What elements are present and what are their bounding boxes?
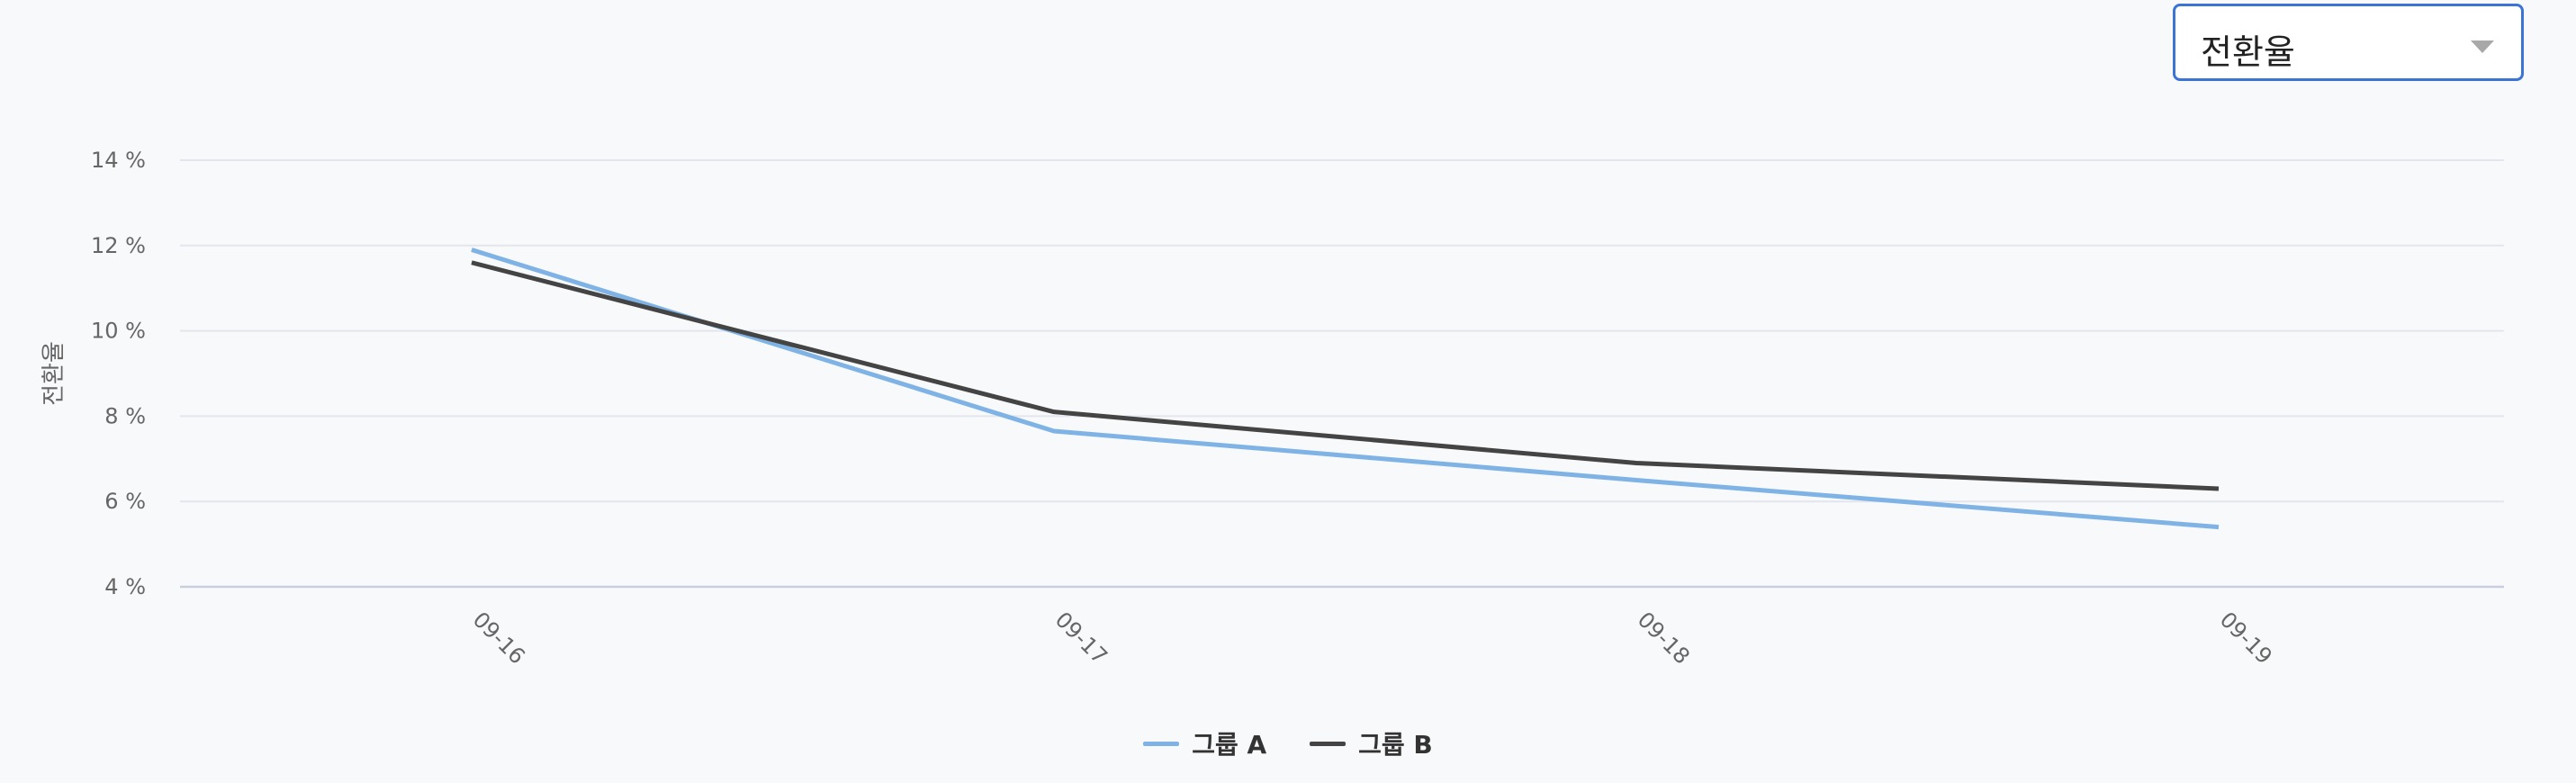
series-line xyxy=(471,248,2220,530)
legend-swatch xyxy=(1310,741,1347,746)
x-tick-label: 09-17 xyxy=(1050,607,1112,669)
y-tick-label: 4 % xyxy=(104,574,146,599)
legend-item[interactable]: 그룹 B xyxy=(1310,725,1433,761)
chevron-down-icon xyxy=(2471,40,2494,53)
metric-select-dropdown[interactable]: 전환율 xyxy=(2173,4,2524,81)
legend-label: 그룹 B xyxy=(1358,730,1433,760)
legend-swatch xyxy=(1143,741,1180,746)
series-lines xyxy=(471,248,2220,530)
metric-select-value: 전환율 xyxy=(2201,32,2295,72)
legend-item[interactable]: 그룹 A xyxy=(1143,725,1266,761)
x-tick-label: 09-19 xyxy=(2215,607,2277,669)
y-tick-label: 10 % xyxy=(91,319,146,344)
line-chart: 4 %6 %8 %10 %12 %14 % 09-16 09-17 09-18 09-… xyxy=(41,148,2504,670)
x-axis-ticks: 09-16 09-17 09-18 09-19 xyxy=(468,607,2277,669)
series-line xyxy=(471,260,2220,491)
y-axis-ticks: 4 % 6 % 8 % 10 % 12 % 14 % xyxy=(91,148,146,599)
y-tick-label: 8 % xyxy=(104,403,146,428)
grid-lines xyxy=(180,159,2504,589)
x-tick-label: 09-16 xyxy=(468,607,530,669)
legend-label: 그룹 A xyxy=(1192,730,1267,760)
y-axis-title: 전환율 xyxy=(41,341,68,406)
x-tick-label: 09-18 xyxy=(1633,607,1695,669)
y-tick-label: 6 % xyxy=(104,489,146,514)
y-tick-label: 14 % xyxy=(91,148,146,173)
chart-legend: 그룹 A 그룹 B xyxy=(0,725,2576,761)
y-tick-label: 12 % xyxy=(91,233,146,258)
